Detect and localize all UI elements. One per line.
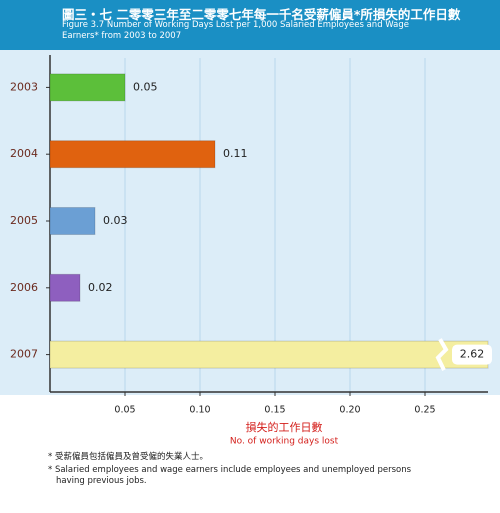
chart-subtitle: Figure 3.7 Number of Working Days Lost p…: [62, 20, 409, 41]
footnote: * 受薪僱員包括僱員及曾受僱的失業人士。: [48, 452, 208, 462]
y-tick-label: 2004: [10, 147, 38, 160]
y-tick-label: 2005: [10, 214, 38, 227]
value-label: 0.03: [103, 214, 128, 227]
value-label: 0.05: [133, 80, 158, 93]
value-label: 0.02: [88, 281, 113, 294]
header-banner: [0, 0, 500, 50]
y-tick-label: 2003: [10, 80, 38, 93]
bar: [49, 340, 489, 369]
value-label: 2.62: [460, 348, 485, 361]
bar: [49, 273, 81, 302]
value-label: 0.11: [223, 147, 248, 160]
chart-title: 圖三・七 二零零三年至二零零七年每一千名受薪僱員*所損失的工作日數: [62, 7, 461, 22]
x-tick-label: 0.25: [414, 405, 435, 416]
value-label-box: [452, 344, 492, 365]
axis-break: [435, 338, 449, 371]
x-tick-label: 0.15: [264, 405, 285, 416]
x-tick-label: 0.20: [339, 405, 360, 416]
bar: [49, 207, 96, 235]
footnote: * Salaried employees and wage earners in…: [48, 465, 412, 486]
x-tick-label: 0.05: [114, 405, 135, 416]
y-tick-label: 2006: [10, 281, 38, 294]
x-tick-label: 0.10: [189, 405, 210, 416]
bar: [49, 140, 216, 169]
x-axis-title: 損失的工作日數: [246, 420, 323, 434]
bar: [49, 73, 126, 102]
y-tick-label: 2007: [10, 348, 38, 361]
x-axis-title: No. of working days lost: [230, 437, 339, 447]
